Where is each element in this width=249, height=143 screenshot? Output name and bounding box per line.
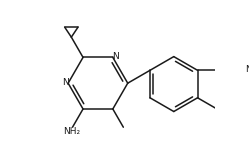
Text: N: N bbox=[245, 65, 249, 74]
Text: N: N bbox=[62, 78, 69, 87]
Text: N: N bbox=[112, 52, 119, 61]
Text: NH₂: NH₂ bbox=[63, 127, 80, 136]
